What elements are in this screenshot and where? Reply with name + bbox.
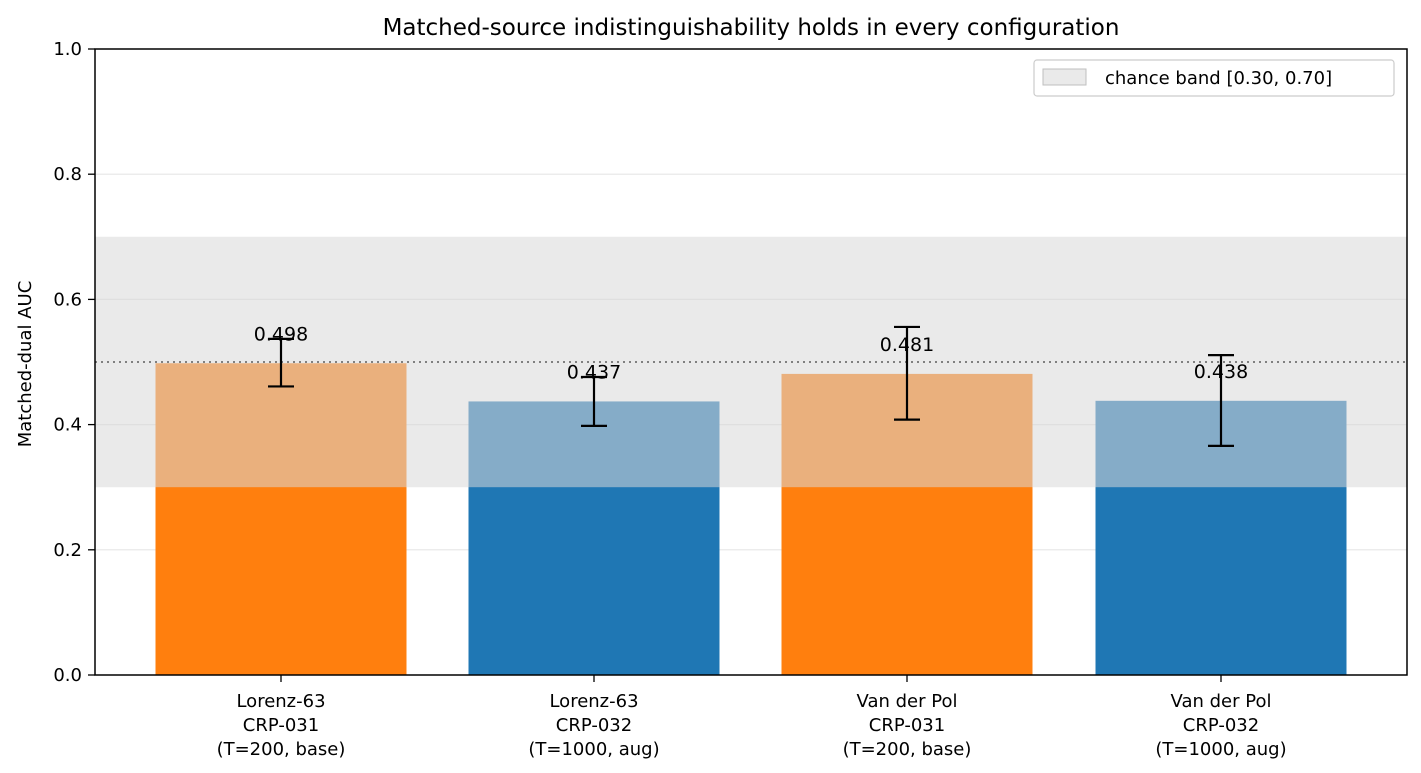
value-label-3: 0.438 [1194,361,1248,383]
y-axis: 0.0 0.2 0.4 0.6 0.8 1.0 [53,39,95,686]
x-tick-label-line: (T=1000, aug) [1155,739,1286,760]
error-bars [268,325,1234,447]
value-label-1: 0.437 [567,361,621,383]
value-labels: 0.498 0.437 0.481 0.438 [254,323,1248,383]
y-tick-label-0: 0.0 [53,665,82,686]
legend: chance band [0.30, 0.70] [1033,59,1395,97]
x-tick-label-line: (T=1000, aug) [528,739,659,760]
y-tick-label-4: 0.8 [53,164,82,185]
x-tick-label-1: Lorenz-63 CRP-032 (T=1000, aug) [528,691,659,760]
x-tick-label-line: Van der Pol [1171,691,1272,712]
x-tick-label-line: (T=200, base) [217,739,346,760]
legend-box [1033,59,1395,97]
y-tick-label-5: 1.0 [53,39,82,60]
x-tick-label-line: Van der Pol [857,691,958,712]
legend-label-chance-band: chance band [0.30, 0.70] [1105,68,1332,89]
y-tick-label-2: 0.4 [53,415,82,436]
x-tick-label-line: CRP-032 [556,715,632,736]
x-tick-label-line: CRP-031 [243,715,319,736]
y-tick-label-3: 0.6 [53,289,82,310]
value-label-0: 0.498 [254,323,308,345]
x-tick-label-line: CRP-032 [1183,715,1259,736]
x-tick-label-line: CRP-031 [869,715,945,736]
x-tick-label-line: (T=200, base) [843,739,972,760]
x-tick-label-line: Lorenz-63 [549,691,638,712]
plot-frame [94,48,1408,676]
y-axis-label: Matched-dual AUC [15,281,36,448]
value-label-2: 0.481 [880,334,934,356]
legend-swatch-chance-band [1042,68,1087,86]
x-tick-label-2: Van der Pol CRP-031 (T=200, base) [843,691,972,760]
x-tick-label-line: Lorenz-63 [236,691,325,712]
chart-title: Matched-source indistinguishability hold… [383,15,1120,41]
x-axis: Lorenz-63 CRP-031 (T=200, base) Lorenz-63 CR… [217,675,1287,760]
x-tick-label-0: Lorenz-63 CRP-031 (T=200, base) [217,691,346,760]
x-tick-label-3: Van der Pol CRP-032 (T=1000, aug) [1155,691,1286,760]
y-tick-label-1: 0.2 [53,540,82,561]
